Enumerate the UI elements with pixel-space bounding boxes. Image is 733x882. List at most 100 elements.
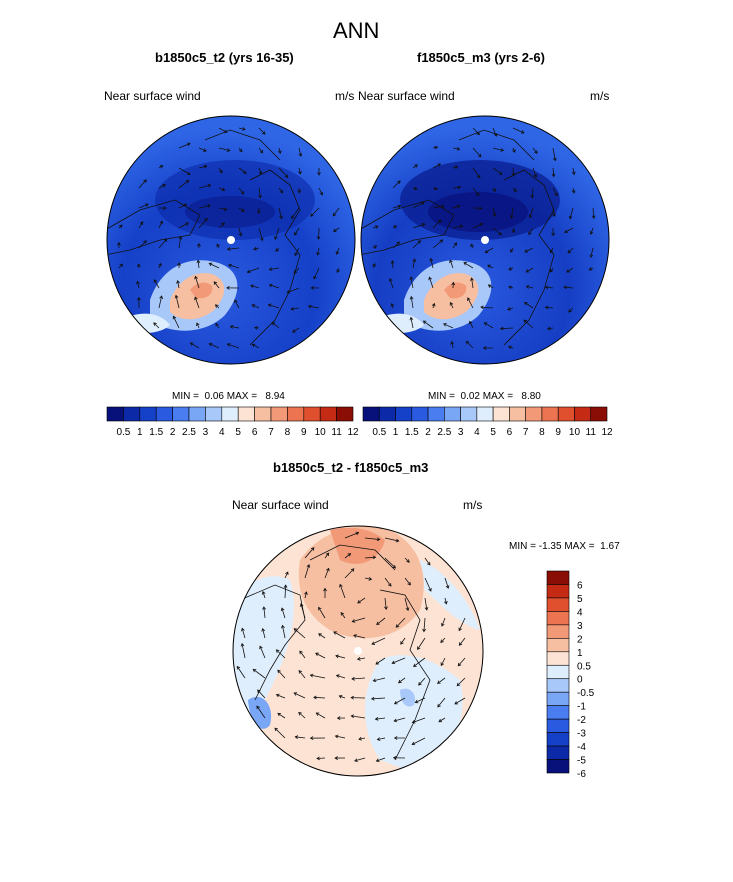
wind-arrowhead [207,183,212,188]
wind-arrowhead [241,627,245,632]
wind-arrowhead [177,262,181,266]
wind-arrow [437,697,446,708]
wind-arrow [153,279,160,289]
wind-arrowhead [392,564,396,569]
wind-arrowhead [421,223,426,227]
wind-arrow [412,202,425,209]
wind-arrow [412,164,418,169]
wind-arrow [253,247,260,250]
wind-arrow [572,167,575,175]
wind-arrow [372,225,379,229]
wind-arrowhead [393,225,398,229]
wind-arrowhead [478,206,483,211]
wind-arrowhead [500,148,505,152]
wind-arrowhead [277,669,281,674]
wind-arrowhead [492,213,497,217]
wind-arrowhead [523,301,528,306]
colorbar-box [590,406,608,422]
wind-arrow [375,717,386,720]
wind-arrowhead [437,680,441,684]
colorbar-tick-label: 1 [137,427,143,438]
wind-arrow [247,267,260,273]
wind-arrow [175,295,180,309]
wind-arrowhead [203,148,207,152]
wind-arrow [258,167,262,175]
wind-arrow [529,207,534,218]
wind-arrowhead [552,157,557,162]
wind-arrow [218,222,225,229]
wind-arrow [492,127,497,137]
panel1-max-label: MAX = [226,391,258,402]
wind-arrow [258,147,264,154]
colorbar-box [444,406,461,422]
wind-arrow [569,207,574,219]
wind-arrow [424,577,432,592]
colorbar-box [106,406,124,422]
wind-arrow [138,203,149,209]
colorbar-box [492,406,510,422]
colorbar-tick-label: 8 [285,427,291,438]
wind-arrow [371,637,386,645]
wind-arrow [413,657,426,667]
wind-arrow [566,267,574,273]
wind-arrowhead [207,204,211,208]
wind-arrowhead [284,174,289,178]
wind-arrow [492,167,503,175]
wind-arrowhead [261,590,266,595]
wind-arrow [194,276,200,289]
wind-arrow [304,564,310,579]
wind-arrowhead [499,171,503,175]
wind-arrowhead [552,213,556,217]
wind-arrow [213,281,220,289]
wind-arrow [300,603,306,619]
wind-arrow [196,322,200,329]
wind-arrow [178,167,191,175]
wind-arrow [549,247,554,253]
wind-arrow [336,675,346,679]
wind-arrow [384,597,387,610]
wind-arrowhead [294,252,298,257]
wind-arrow [313,696,326,699]
wind-arrowhead [259,237,264,242]
wind-arrowhead [417,240,422,244]
wind-arrow [524,247,534,253]
wind-arrow [424,557,431,566]
wind-arrow [424,597,428,610]
wind-arrowhead [375,758,380,763]
wind-arrow [592,207,595,219]
wind-arrow [318,633,326,639]
wind-arrow [492,147,504,151]
wind-arrowhead [411,741,416,746]
wind-arrowhead [240,642,245,647]
panel1-minmax: MIN = 0.06 MAX = 8.94 [172,391,285,402]
wind-arrowhead [405,607,410,612]
wind-arrow [452,147,460,150]
wind-arrowhead [298,669,303,674]
wind-arrowhead [277,150,282,154]
wind-arrowhead [261,131,266,135]
wind-arrowhead [398,679,402,684]
wind-arrow [138,240,147,249]
wind-arrowhead [469,320,473,325]
wind-arrowhead [373,245,378,249]
colorbar-box [155,406,173,422]
wind-arrowhead [335,674,340,678]
wind-arrow [480,306,494,309]
colorbar-tick-label: 6 [507,427,513,438]
colorbar-box [546,732,570,747]
wind-arrowhead [414,699,419,704]
wind-arrow [410,276,414,289]
wind-arrowhead [196,259,201,264]
wind-arrowhead [463,262,467,266]
colorbar-tick-label: 1.5 [149,427,163,438]
wind-arrowhead [417,646,421,651]
wind-arrowhead [259,149,264,154]
wind-arrowhead [139,221,144,225]
wind-arrowhead [443,600,448,605]
wind-arrowhead [334,756,338,760]
colorbar-tick-label: 8 [539,427,545,438]
wind-arrow [333,227,340,232]
colorbar-tick-label: 9 [301,427,307,438]
colorbar-tick-label: -2 [577,715,586,726]
colorbar-box [395,406,413,422]
